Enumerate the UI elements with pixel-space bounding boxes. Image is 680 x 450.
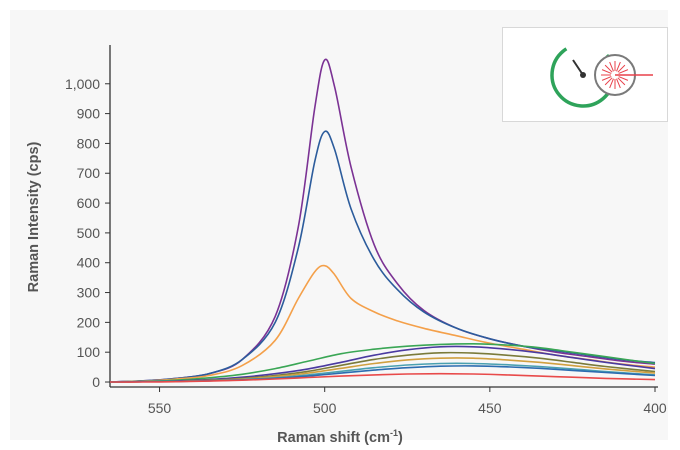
laser-ray (617, 64, 626, 73)
y-tick-label: 500 (77, 225, 101, 241)
x-axis-title: Raman shift (cm-1) (0, 428, 680, 446)
y-tick-label: 1,000 (65, 76, 100, 92)
y-tick-label: 700 (77, 165, 101, 181)
laser-ray (604, 64, 613, 73)
y-tick-label: 0 (92, 374, 100, 390)
x-axis-title-superscript: -1 (389, 428, 398, 438)
series-line-2 (109, 130, 656, 383)
tick-labels: 0 100 200 300 400 500 600 700 800 900 1,000 550 500 4… (65, 76, 667, 416)
laser-ray (601, 76, 612, 81)
laser-ray (604, 77, 613, 86)
stopwatch-dial-icon (550, 42, 616, 108)
laser-ray (616, 61, 621, 72)
laser-ray (609, 78, 614, 89)
dial-needle (572, 59, 584, 76)
y-tick-label: 300 (77, 285, 101, 301)
laser-ray (616, 78, 621, 89)
x-axis-title-close: ) (397, 429, 403, 446)
series-line-10 (109, 372, 656, 383)
y-tick-label: 900 (77, 106, 101, 122)
laser-ray (618, 69, 629, 74)
x-tick-label: 550 (148, 400, 172, 416)
y-tick-label: 600 (77, 195, 101, 211)
laser-ray (617, 77, 626, 86)
y-tick-label: 100 (77, 344, 101, 360)
series-lines (109, 58, 656, 383)
x-axis-title-main: Raman shift (cm (277, 429, 390, 446)
dial-center (580, 72, 586, 78)
y-tick-label: 400 (77, 255, 101, 271)
legend-icon-box (502, 27, 668, 122)
laser-ray (601, 69, 612, 74)
x-tick-label: 400 (643, 400, 667, 416)
speed-laser-icon (550, 42, 653, 108)
laser-ray (618, 76, 629, 81)
y-axis-title: Raman Intensity (cps) (26, 141, 42, 292)
y-tick-label: 200 (77, 314, 101, 330)
laser-ray (609, 61, 614, 72)
y-tick-label: 800 (77, 135, 101, 151)
series-line-3 (109, 264, 656, 383)
x-tick-label: 500 (313, 400, 337, 416)
x-tick-label: 450 (478, 400, 502, 416)
series-line-4 (109, 342, 656, 383)
axes (105, 45, 658, 392)
